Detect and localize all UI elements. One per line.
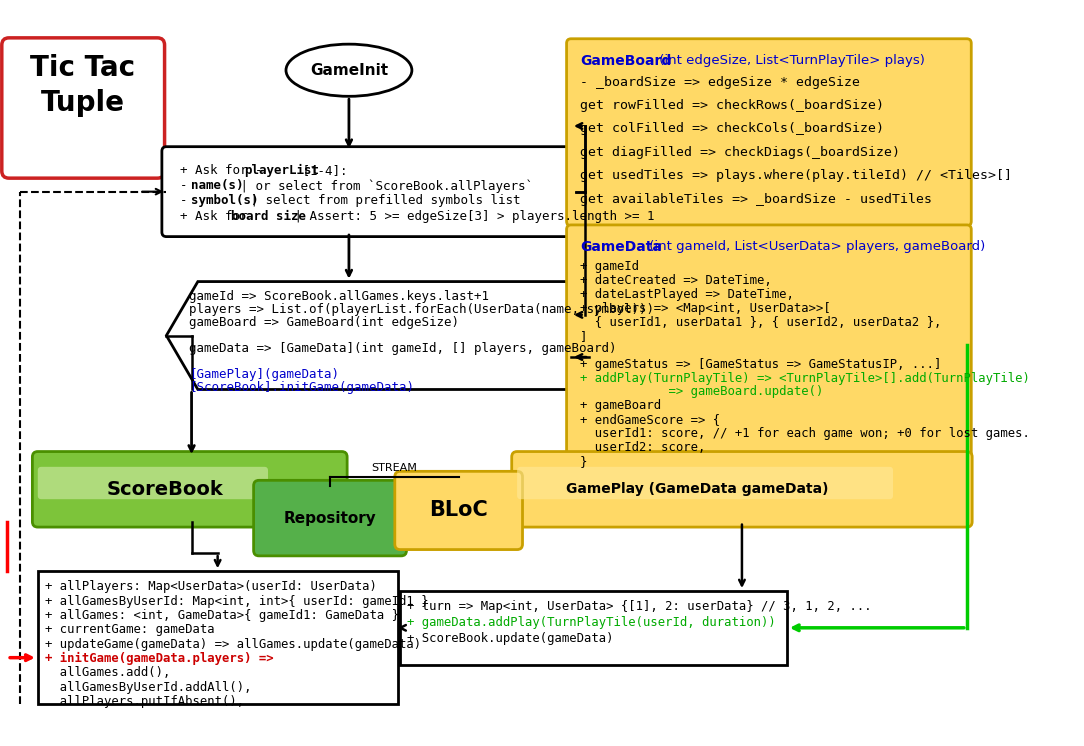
FancyBboxPatch shape — [38, 467, 268, 499]
Text: -: - — [180, 195, 195, 207]
Text: + allGamesByUserId: Map<int, int>{ userId: gameId1 }: + allGamesByUserId: Map<int, int>{ userI… — [44, 595, 428, 607]
Text: name(s): name(s) — [191, 179, 243, 192]
Text: + updateGame(gameData) => allGames.update(gameData): + updateGame(gameData) => allGames.updat… — [44, 638, 421, 651]
Text: symbol(s): symbol(s) — [191, 195, 258, 207]
Ellipse shape — [286, 44, 412, 96]
FancyBboxPatch shape — [517, 467, 893, 499]
Text: userId1: score, // +1 for each game won; +0 for lost games.: userId1: score, // +1 for each game won;… — [580, 427, 1030, 440]
Text: ScoreBook: ScoreBook — [107, 480, 223, 499]
Text: -: - — [180, 179, 195, 192]
Text: + dateLastPlayed => DateTime,: + dateLastPlayed => DateTime, — [580, 288, 793, 301]
FancyBboxPatch shape — [395, 471, 522, 550]
FancyBboxPatch shape — [162, 147, 580, 236]
Text: Repository: Repository — [284, 510, 376, 526]
Text: gameId => ScoreBook.allGames.keys.last+1: gameId => ScoreBook.allGames.keys.last+1 — [189, 289, 489, 303]
Polygon shape — [166, 281, 620, 389]
Text: allGamesByUserId.addAll(),: allGamesByUserId.addAll(), — [44, 681, 251, 694]
Text: + endGameScore => {: + endGameScore => { — [580, 413, 720, 426]
Text: + gameData.addPlay(TurnPlayTile(userId, duration)): + gameData.addPlay(TurnPlayTile(userId, … — [408, 616, 776, 629]
Text: GameData: GameData — [580, 240, 662, 254]
Text: | Assert: 5 >= edgeSize[3] > players.length >= 1: | Assert: 5 >= edgeSize[3] > players.len… — [287, 210, 655, 222]
Text: + gameStatus => [GameStatus => GameStatusIP, ...]: + gameStatus => [GameStatus => GameStatu… — [580, 357, 941, 371]
Text: }: } — [580, 455, 588, 468]
Text: + allGames: <int, GameData>{ gameId1: GameData }: + allGames: <int, GameData>{ gameId1: Ga… — [44, 609, 399, 622]
Text: + currentGame: gameData: + currentGame: gameData — [44, 624, 215, 636]
Text: get diagFilled => checkDiags(_boardSize): get diagFilled => checkDiags(_boardSize) — [580, 145, 900, 159]
FancyBboxPatch shape — [33, 451, 347, 527]
Text: gameBoard => GameBoard(int edgeSize): gameBoard => GameBoard(int edgeSize) — [189, 316, 459, 329]
Text: { userId1, userData1 }, { userId2, userData2 },: { userId1, userData1 }, { userId2, userD… — [580, 316, 941, 329]
Text: userId2: score,: userId2: score, — [580, 441, 706, 454]
FancyBboxPatch shape — [567, 225, 971, 466]
Text: playerList: playerList — [245, 164, 320, 177]
Text: + Ask for -: + Ask for - — [180, 164, 270, 177]
Text: (int gameId, List<UserData> players, gameBoard): (int gameId, List<UserData> players, gam… — [645, 240, 985, 253]
Text: [GamePlay](gameData): [GamePlay](gameData) — [189, 368, 339, 381]
Text: allPlayers.putIfAbsent(),: allPlayers.putIfAbsent(), — [44, 695, 244, 708]
Text: | select from prefilled symbols list: | select from prefilled symbols list — [243, 195, 520, 207]
Text: BLoC: BLoC — [429, 501, 488, 521]
Text: + gameId: + gameId — [580, 260, 640, 273]
Text: + initGame(gameData.players) =>: + initGame(gameData.players) => — [44, 652, 273, 665]
Text: ]: ] — [580, 330, 588, 342]
Text: + allPlayers: Map<UserData>(userId: UserData): + allPlayers: Map<UserData>(userId: User… — [44, 580, 377, 593]
Text: => gameBoard.update(): => gameBoard.update() — [580, 386, 824, 398]
Text: GameInit: GameInit — [310, 63, 388, 78]
Text: + addPlay(TurnPlayTile) => <TurnPlayTile>[].add(TurnPlayTile): + addPlay(TurnPlayTile) => <TurnPlayTile… — [580, 372, 1030, 384]
Text: get usedTiles => plays.where(play.tileId) // <Tiles>[]: get usedTiles => plays.where(play.tileId… — [580, 169, 1012, 182]
Text: + dateCreated => DateTime,: + dateCreated => DateTime, — [580, 274, 772, 287]
Text: get availableTiles => _boardSize - usedTiles: get availableTiles => _boardSize - usedT… — [580, 192, 932, 206]
Text: [1-4]:: [1-4]: — [295, 164, 348, 177]
Text: STREAM: STREAM — [372, 463, 417, 473]
Text: get colFilled => checkCols(_boardSize): get colFilled => checkCols(_boardSize) — [580, 122, 885, 135]
Text: get rowFilled => checkRows(_boardSize): get rowFilled => checkRows(_boardSize) — [580, 99, 885, 112]
Text: players => List.of(playerList.forEach(UserData(name, symbol))): players => List.of(playerList.forEach(Us… — [189, 303, 654, 316]
Text: + turn => Map<int, UserData> {[1], 2: userData} // 3, 1, 2, ...: + turn => Map<int, UserData> {[1], 2: us… — [408, 600, 872, 613]
Text: + players => <Map<int, UserData>>[: + players => <Map<int, UserData>>[ — [580, 302, 830, 315]
Text: + ScoreBook.update(gameData): + ScoreBook.update(gameData) — [408, 633, 614, 645]
Text: gameData => [GameData](int gameId, [] players, gameBoard): gameData => [GameData](int gameId, [] pl… — [189, 342, 617, 355]
Text: + Ask for: + Ask for — [180, 210, 255, 222]
FancyBboxPatch shape — [567, 39, 971, 226]
Text: + gameBoard: + gameBoard — [580, 399, 661, 413]
Text: GamePlay (GameData gameData): GamePlay (GameData gameData) — [566, 483, 828, 496]
Text: - _boardSize => edgeSize * edgeSize: - _boardSize => edgeSize * edgeSize — [580, 75, 860, 89]
Text: Tic Tac
Tuple: Tic Tac Tuple — [30, 54, 136, 117]
FancyBboxPatch shape — [38, 571, 398, 704]
Text: GameBoard: GameBoard — [580, 54, 671, 68]
Text: allGames.add(),: allGames.add(), — [44, 666, 170, 680]
Text: board size: board size — [231, 210, 306, 222]
Text: (int edgeSize, List<TurnPlayTile> plays): (int edgeSize, List<TurnPlayTile> plays) — [655, 54, 925, 67]
FancyBboxPatch shape — [400, 591, 787, 665]
Text: | or select from `ScoreBook.allPlayers`: | or select from `ScoreBook.allPlayers` — [233, 179, 533, 192]
FancyBboxPatch shape — [2, 38, 165, 178]
FancyBboxPatch shape — [254, 480, 406, 556]
FancyBboxPatch shape — [512, 451, 972, 527]
Text: [ScoreBook].initGame(gameData): [ScoreBook].initGame(gameData) — [189, 381, 414, 394]
